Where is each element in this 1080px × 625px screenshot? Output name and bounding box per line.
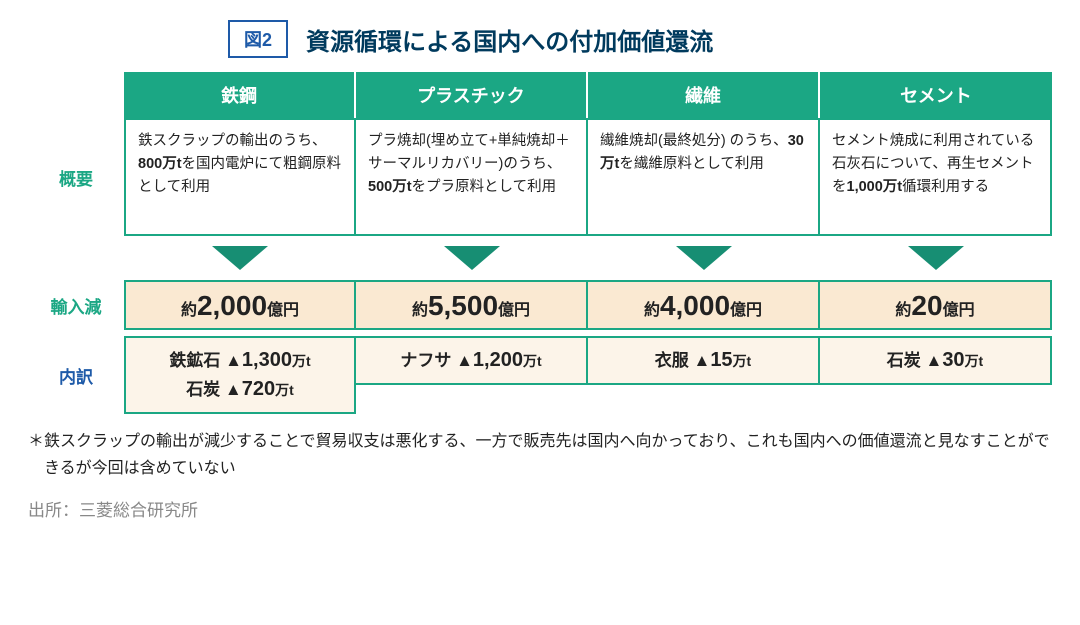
source: 出所：三菱総合研究所	[28, 496, 1052, 521]
arrow-down-icon	[820, 236, 1052, 280]
column-header: 鉄鋼	[124, 72, 356, 118]
summary-cell: 鉄スクラップの輸出のうち、800万tを国内電炉にて粗鋼原料として利用	[124, 118, 356, 236]
arrow-down-icon	[588, 236, 820, 280]
arrow-down-icon	[356, 236, 588, 280]
breakdown-cell: ナフサ ▲1,200万t	[356, 336, 588, 385]
value-row: 輸入減 約2,000億円約5,500億円約4,000億円約20億円	[28, 280, 1052, 330]
import-reduction-value: 約5,500億円	[356, 280, 588, 330]
summary-cell: 繊維焼却(最終処分) のうち、30万tを繊維原料として利用	[588, 118, 820, 236]
figure-badge: 図2	[228, 20, 288, 58]
diagram-layout: 鉄鋼プラスチック繊維セメント 概要 鉄スクラップの輸出のうち、800万tを国内電…	[28, 72, 1052, 414]
breakdown-cell: 石炭 ▲30万t	[820, 336, 1052, 385]
arrow-row	[28, 236, 1052, 280]
summary-row: 概要 鉄スクラップの輸出のうち、800万tを国内電炉にて粗鋼原料として利用プラ焼…	[28, 118, 1052, 236]
import-reduction-value: 約4,000億円	[588, 280, 820, 330]
row-label-breakdown: 内訳	[28, 336, 124, 414]
row-label-empty	[28, 72, 124, 118]
import-reduction-value: 約2,000億円	[124, 280, 356, 330]
column-header: 繊維	[588, 72, 820, 118]
import-reduction-value: 約20億円	[820, 280, 1052, 330]
row-label-import-reduction: 輸入減	[28, 280, 124, 330]
row-label-summary: 概要	[28, 118, 124, 236]
summary-cell: セメント焼成に利用されている石灰石について、再生セメントを1,000万t循環利用…	[820, 118, 1052, 236]
breakdown-row: 内訳 鉄鉱石 ▲1,300万t石炭 ▲720万tナフサ ▲1,200万t衣服 ▲…	[28, 336, 1052, 414]
arrow-down-icon	[124, 236, 356, 280]
summary-cell: プラ焼却(埋め立て+単純焼却＋サーマルリカバリー)のうち、500万tをプラ原料と…	[356, 118, 588, 236]
column-header: セメント	[820, 72, 1052, 118]
footnote: ＊鉄スクラップの輸出が減少することで貿易収支は悪化する、一方で販売先は国内へ向か…	[44, 428, 1052, 482]
header-row: 鉄鋼プラスチック繊維セメント	[28, 72, 1052, 118]
figure-title-row: 図2 資源循環による国内への付加価値還流	[228, 20, 1052, 58]
breakdown-cell: 鉄鉱石 ▲1,300万t石炭 ▲720万t	[124, 336, 356, 414]
figure-title: 資源循環による国内への付加価値還流	[306, 22, 713, 57]
breakdown-cell: 衣服 ▲15万t	[588, 336, 820, 385]
row-label-empty-arrow	[28, 236, 124, 280]
column-header: プラスチック	[356, 72, 588, 118]
